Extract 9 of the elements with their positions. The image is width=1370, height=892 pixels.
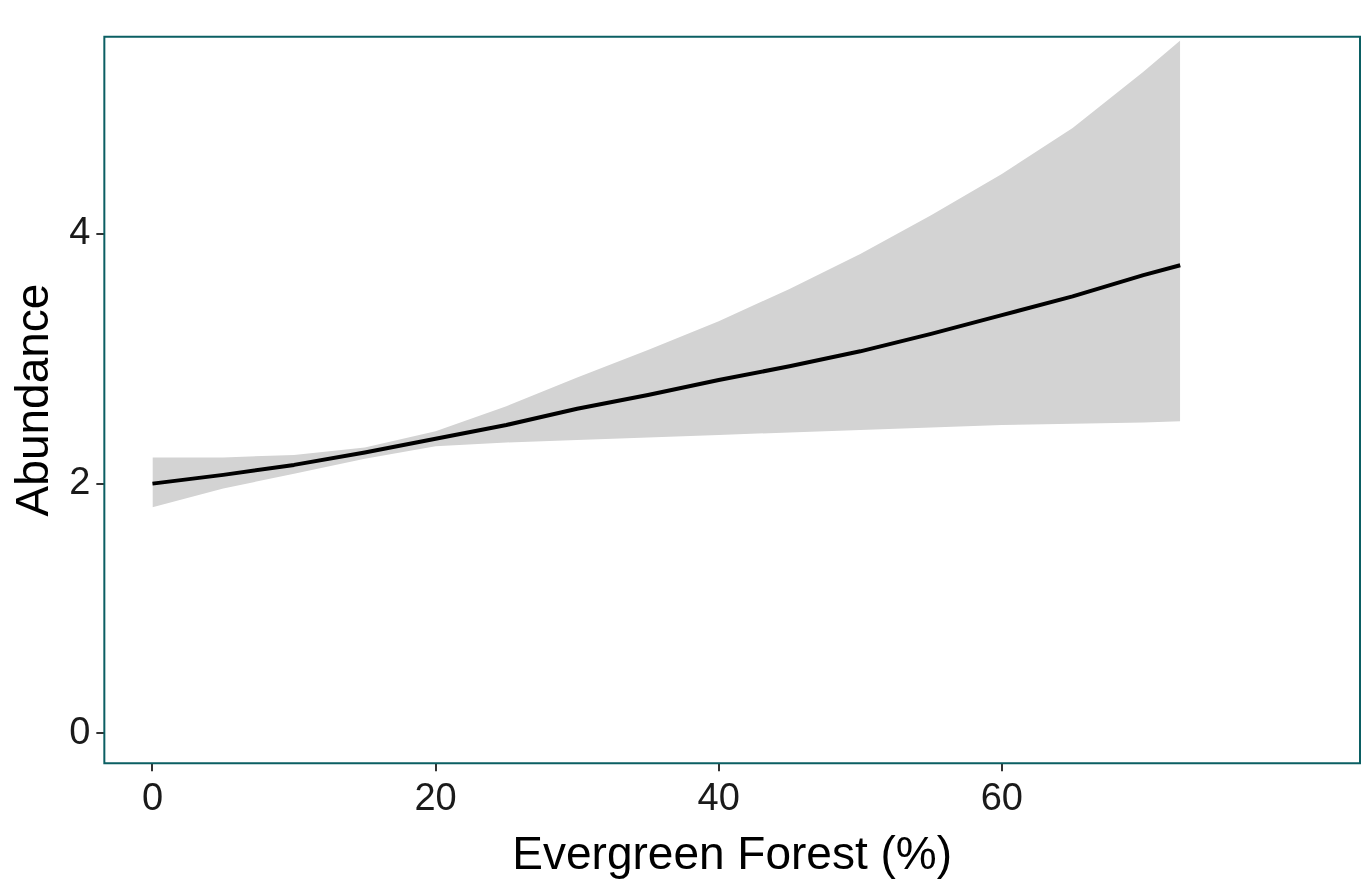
y-tick-label: 0 (69, 709, 91, 752)
x-axis-title: Evergreen Forest (%) (512, 827, 953, 880)
y-tick-label: 4 (69, 210, 91, 253)
x-tick-label: 60 (980, 776, 1023, 819)
y-tick-label: 2 (69, 460, 91, 503)
x-tick-label: 20 (414, 776, 457, 819)
x-tick-label: 40 (697, 776, 740, 819)
x-tick-label: 0 (141, 776, 164, 819)
y-axis-title: Abundance (6, 283, 59, 517)
